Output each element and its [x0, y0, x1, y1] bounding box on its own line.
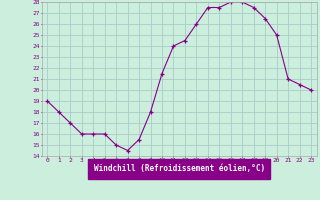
- X-axis label: Windchill (Refroidissement éolien,°C): Windchill (Refroidissement éolien,°C): [94, 164, 265, 173]
